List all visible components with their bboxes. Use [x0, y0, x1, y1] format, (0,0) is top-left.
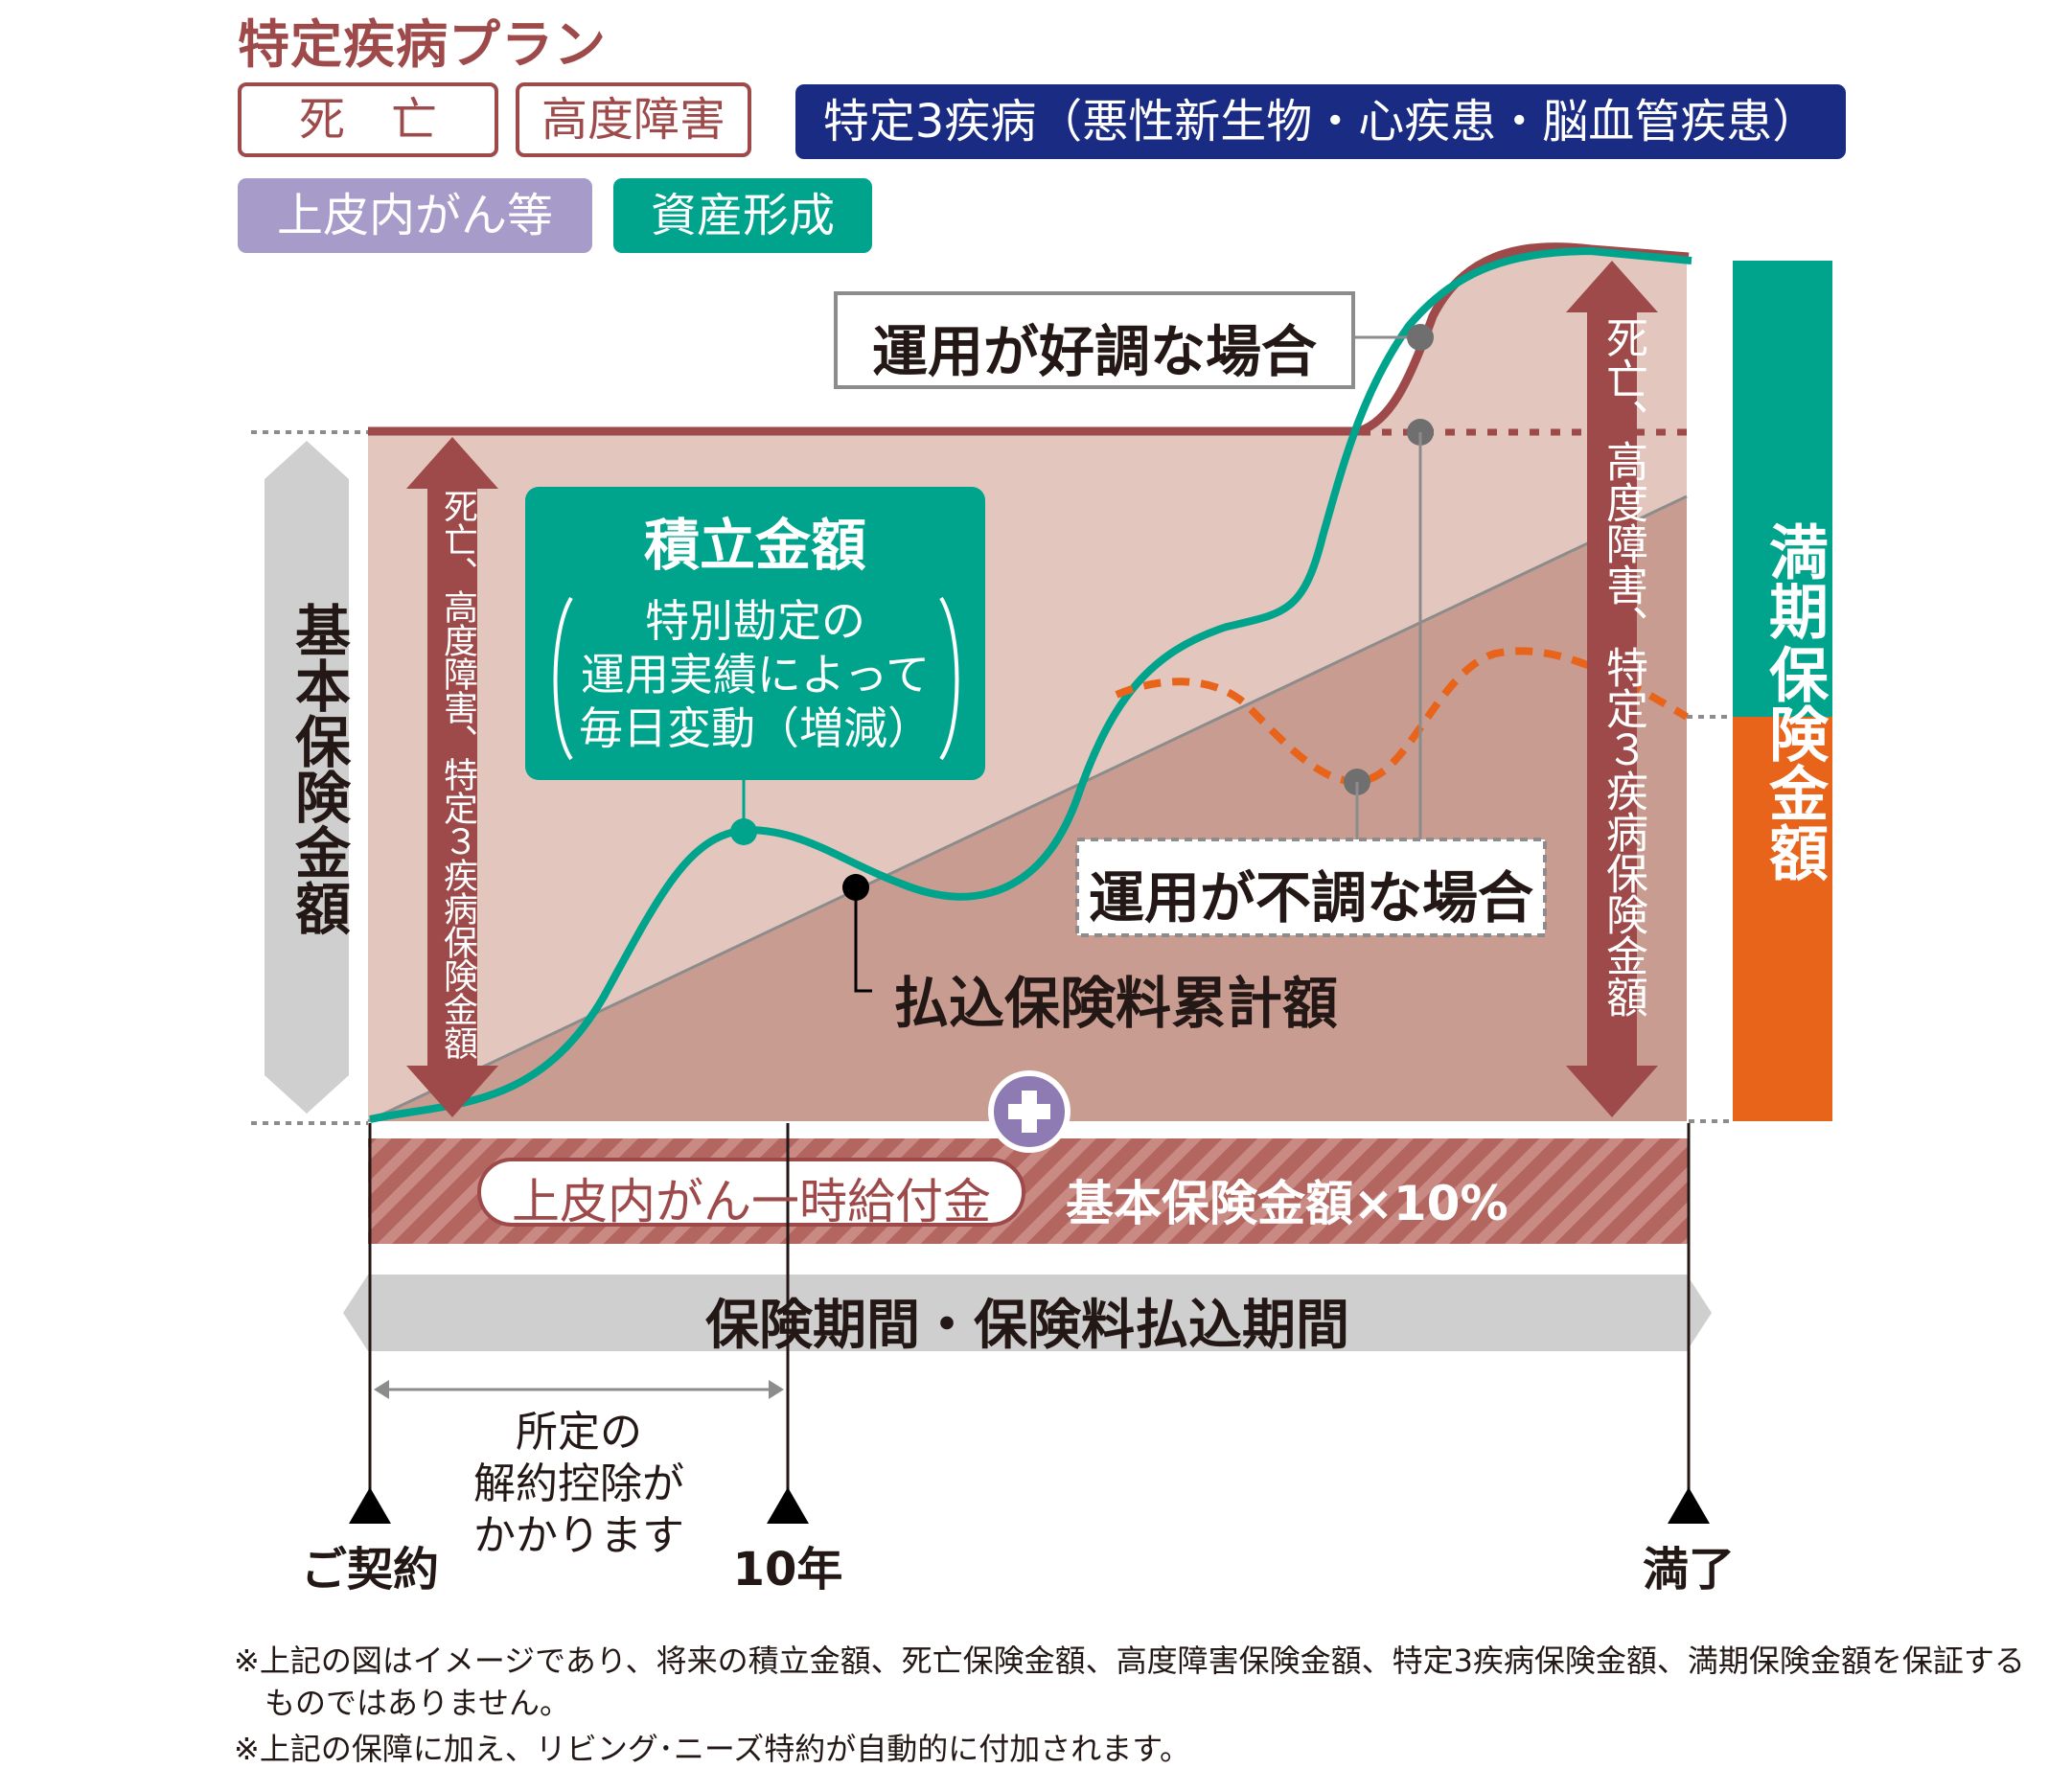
note-1-line-1: ※上記の図はイメージであり、将来の積立金額、死亡保険金額、高度障害保険金額、特定… — [234, 1643, 2025, 1679]
maturity-bar-green — [1733, 261, 1832, 717]
accumulation-box — [525, 487, 985, 780]
basic-sum-label: 基本保険金額 — [286, 602, 351, 935]
cancer-benefit-amount: 基本保険金額×10% — [1066, 1176, 1508, 1231]
plan-title: 特定疾病プラン — [238, 14, 607, 75]
year10-triangle-icon — [767, 1487, 809, 1524]
accumulation-line1: 特別勘定の — [645, 595, 865, 647]
tag-disability: 高度障害 — [516, 82, 751, 157]
timeline-start-label: ご契約 — [300, 1543, 439, 1597]
tag-death: 死 亡 — [238, 82, 498, 157]
period-label: 保険期間・保険料払込期間 — [705, 1295, 1349, 1357]
right-benefit-arrow — [1566, 261, 1658, 1117]
cancer-benefit-pill — [477, 1158, 1025, 1227]
surrender-line3: かかります — [473, 1511, 684, 1560]
note-1-line-2: ものではありません。 — [265, 1685, 571, 1721]
maturity-bar-orange — [1733, 717, 1832, 1121]
tag-three-diseases: 特定3疾病（悪性新生物・心疾患・脳血管疾患） — [795, 84, 1846, 159]
cancer-benefit-label: 上皮内がん一時給付金 — [512, 1174, 991, 1229]
surrender-line2: 解約控除が — [473, 1459, 684, 1508]
good-case-label: 運用が好調な場合 — [871, 319, 1317, 384]
timeline-10yr-label: 10年 — [732, 1543, 843, 1597]
maturity-label-top: 満期 — [1759, 521, 1829, 640]
bad-case-curve — [1115, 647, 1690, 786]
accumulation-curve — [369, 246, 1692, 1123]
accumulation-line3: 毎日変動（増減） — [579, 702, 932, 754]
left-benefit-label: 死亡、高度障害、特定３疾病保険金額 — [438, 489, 477, 1059]
tag-asset-formation: 資産形成 — [613, 178, 872, 253]
bad-case-label: 運用が不調な場合 — [1088, 865, 1533, 930]
good-case-box — [834, 291, 1355, 389]
surrender-line1: 所定の — [516, 1408, 642, 1457]
tag-in-situ-cancer: 上皮内がん等 — [238, 178, 592, 253]
death-benefit-line — [368, 242, 1690, 436]
end-triangle-icon — [1668, 1487, 1710, 1524]
timeline-end-label: 満了 — [1642, 1543, 1735, 1597]
note-2: ※上記の保障に加え、リビング･ニーズ特約が自動的に付加されます。 — [234, 1731, 1191, 1767]
right-benefit-label: 死亡、高度障害、特定３疾病保険金額 — [1599, 316, 1647, 1017]
start-triangle-icon — [349, 1487, 391, 1524]
premium-cumulative-label: 払込保険料累計額 — [893, 971, 1339, 1036]
good-case-marker — [1407, 324, 1434, 351]
basic-sum-arrow — [265, 441, 349, 1114]
left-benefit-arrow — [406, 437, 498, 1117]
premium-pointer — [854, 887, 872, 993]
maturity-label-bottom: 保険金額 — [1759, 644, 1829, 882]
accumulation-line2: 運用実績によって — [580, 649, 931, 701]
bad-case-box — [1075, 838, 1547, 937]
accumulation-title: 積立金額 — [643, 513, 866, 578]
period-band — [343, 1275, 1712, 1351]
